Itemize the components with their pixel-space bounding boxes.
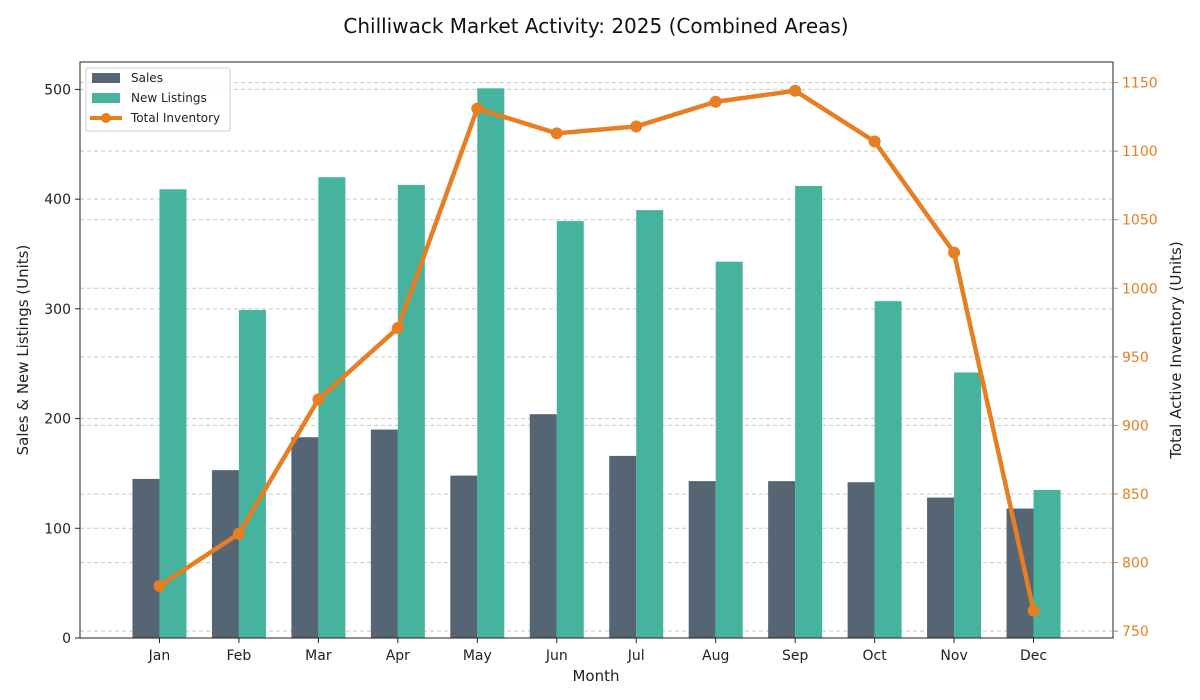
plot-frame [79,61,1114,639]
y2-tick-label: 800 [1122,556,1149,572]
x-tick-label-jun: Jun [545,648,568,664]
y-tick-label: 100 [44,521,71,537]
bar-sales-nov [927,497,955,638]
bar-sales-sep [768,481,796,638]
inventory-point-jun [550,127,563,140]
inventory-point-dec [1027,604,1040,617]
bar-sales-feb [211,470,239,638]
y-tick-label: 500 [44,82,71,98]
inventory-point-may [471,102,484,115]
y-tick-label: 200 [44,412,71,428]
x-tick-label-mar: Mar [305,648,332,664]
y2-axis-label: Total Active Inventory (Units) [1167,241,1185,459]
bar-new-listings-oct [874,301,902,638]
legend: Sales New Listings Total Inventory [85,67,231,132]
bar-sales-oct [847,482,875,638]
inventory-point-oct [868,135,881,148]
y2-tick-label: 900 [1122,418,1149,434]
legend-label-inventory: Total Inventory [130,111,220,125]
legend-box [85,67,231,132]
bar-sales-jul [609,455,637,638]
x-tick-label-dec: Dec [1020,648,1047,664]
y-tick-label: 300 [44,302,71,318]
chart-title: Chilliwack Market Activity: 2025 (Combin… [343,14,848,38]
bar-new-listings-nov [954,372,982,638]
y2-tick-label: 1150 [1122,76,1158,92]
bar-new-listings-mar [318,177,346,638]
x-tick-label-aug: Aug [702,648,729,664]
y2-tick-label: 1050 [1122,213,1158,229]
x-tick-label-feb: Feb [227,648,252,664]
bar-sales-jun [529,414,557,638]
inventory-series-line [158,88,1036,612]
y-axis-right: 750 800 850 900 950 1000 1050 1100 1150 [1113,76,1158,640]
y-tick-label: 0 [62,631,71,647]
bar-new-listings-jun [556,221,584,639]
bar-sales-may [450,475,478,638]
legend-swatch-sales [92,73,120,83]
bar-sales-dec [1006,508,1034,638]
legend-label-new-listings: New Listings [131,91,207,105]
x-tick-label-sep: Sep [782,648,809,664]
bar-new-listings-aug [715,261,743,638]
y2-tick-label: 750 [1122,624,1149,640]
bar-new-listings-jan [159,189,187,639]
bar-new-listings-apr [397,184,425,638]
x-tick-label-jan: Jan [148,648,171,664]
x-tick-label-nov: Nov [940,648,967,664]
x-axis-label: Month [572,667,619,685]
inventory-point-nov [948,246,961,259]
y2-tick-label: 950 [1122,350,1149,366]
inventory-point-feb [232,527,245,540]
inventory-point-mar [312,393,325,406]
inventory-point-jan [153,579,166,592]
legend-label-sales: Sales [131,71,163,85]
bar-sales-aug [688,481,716,638]
y2-tick-label: 1100 [1122,144,1158,160]
bar-sales-apr [370,429,398,638]
legend-swatch-new-listings [92,93,120,103]
bar-new-listings-feb [238,309,266,638]
inventory-point-jul [630,120,643,133]
legend-marker-inventory [101,113,111,123]
inventory-point-apr [391,322,404,335]
bar-sales-mar [291,437,319,638]
bar-new-listings-may [477,88,505,639]
bar-new-listings-sep [795,185,823,638]
bar-new-listings-dec [1033,489,1061,638]
x-tick-label-may: May [463,648,492,664]
bar-new-listings-jul [636,210,664,638]
inventory-line [153,84,1040,617]
y2-tick-label: 1000 [1122,281,1158,297]
bars [132,88,1061,639]
y-axis-label: Sales & New Listings (Units) [14,245,32,456]
x-tick-label-jul: Jul [627,648,645,664]
y-axis-left: 0 100 200 300 400 500 [44,82,80,647]
inventory-point-aug [709,95,722,108]
inventory-point-sep [789,84,802,97]
x-axis: Jan Feb Mar Apr May Jun Jul Aug Sep Oct Nov Dec [148,638,1047,664]
y2-tick-label: 850 [1122,487,1149,503]
x-tick-label-oct: Oct [863,648,888,664]
y-tick-label: 400 [44,192,71,208]
bar-sales-jan [132,478,160,638]
x-tick-label-apr: Apr [386,648,410,664]
